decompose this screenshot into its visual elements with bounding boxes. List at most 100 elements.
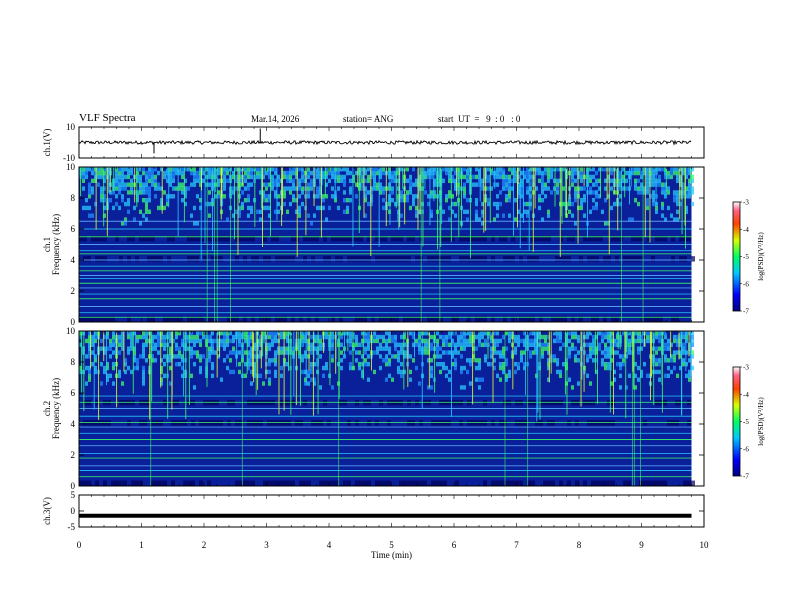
dark-band-cell [275, 235, 279, 242]
noise-cell [463, 209, 466, 214]
noise-cell [634, 373, 637, 378]
noise-cell [142, 182, 145, 187]
noise-cell [142, 342, 145, 347]
noise-cell [85, 205, 88, 211]
noise-cell [157, 334, 160, 340]
noise-cell [337, 205, 340, 211]
noise-cell [691, 331, 694, 336]
noise-cell [385, 377, 388, 382]
noise-cell [679, 178, 682, 183]
noise-cell [502, 167, 505, 172]
y-tick-label: 8 [71, 357, 76, 367]
noise-cell [589, 331, 592, 336]
noise-cell [445, 338, 448, 344]
noise-cell [280, 331, 283, 336]
noise-cell [205, 369, 208, 375]
dark-band-cell [559, 256, 563, 262]
noise-cell [286, 338, 289, 344]
noise-cell [259, 342, 262, 347]
noise-cell [475, 358, 478, 363]
noise-cell [97, 167, 100, 172]
noise-cell [646, 186, 649, 191]
noise-cell [301, 334, 304, 340]
noise-cell [265, 354, 268, 359]
noise-cell [685, 350, 688, 355]
noise-cell [136, 334, 139, 340]
dark-band-cell [547, 235, 551, 242]
noise-cell [382, 190, 385, 195]
noise-cell [157, 350, 160, 355]
noise-cell [250, 350, 253, 355]
noise-cell [235, 209, 238, 214]
noise-cell [532, 338, 535, 344]
noise-cell [661, 205, 664, 211]
noise-cell [130, 170, 133, 176]
noise-cell [463, 331, 466, 336]
noise-cell [193, 182, 196, 187]
dark-band-cell [147, 235, 151, 242]
dark-band-cell [123, 480, 127, 486]
noise-cell [274, 354, 277, 359]
noise-cell [586, 373, 589, 378]
dark-band-cell [635, 256, 639, 262]
noise-cell [484, 342, 487, 347]
noise-cell [463, 385, 466, 390]
dark-band-cell [363, 316, 367, 322]
dark-band-cell [251, 235, 255, 242]
noise-cell [451, 167, 454, 172]
noise-cell [154, 186, 157, 191]
noise-cell [427, 194, 430, 199]
noise-cell [220, 331, 223, 336]
noise-cell [589, 354, 592, 359]
noise-cell [457, 338, 460, 344]
dark-band-cell [159, 256, 163, 262]
noise-cell [154, 182, 157, 187]
noise-cell [475, 201, 478, 207]
noise-cell [400, 369, 403, 375]
noise-cell [148, 170, 151, 176]
dark-band-cell [267, 256, 271, 262]
dark-band-cell [679, 256, 683, 262]
noise-cell [346, 205, 349, 211]
dark-band-cell [531, 316, 535, 322]
noise-cell [625, 354, 628, 359]
colorbar-tick-label: -4 [743, 226, 749, 234]
dark-band-cell [571, 316, 575, 322]
noise-cell [643, 167, 646, 172]
noise-cell [430, 358, 433, 363]
noise-cell [202, 178, 205, 183]
noise-cell [289, 201, 292, 207]
noise-cell [130, 167, 133, 172]
dark-band-cell [227, 316, 231, 322]
noise-cell [661, 201, 664, 207]
noise-cell [205, 167, 208, 172]
noise-cell [223, 338, 226, 344]
noise-cell [592, 190, 595, 195]
noise-cell [439, 354, 442, 359]
noise-cell [103, 350, 106, 355]
dark-band-cell [427, 316, 431, 322]
dark-band-cell [483, 480, 487, 486]
noise-cell [295, 198, 298, 203]
noise-cell [478, 167, 481, 172]
noise-cell [643, 186, 646, 191]
noise-cell [100, 194, 103, 199]
noise-cell [664, 182, 667, 187]
noise-cell [652, 182, 655, 187]
dark-band-cell [359, 316, 363, 322]
noise-cell [307, 342, 310, 347]
noise-cell [550, 170, 553, 176]
noise-cell [691, 350, 694, 355]
noise-cell [352, 346, 355, 351]
noise-cell [94, 178, 97, 183]
noise-cell [676, 350, 679, 355]
noise-cell [370, 190, 373, 195]
noise-cell [121, 198, 124, 203]
noise-cell [430, 194, 433, 199]
noise-cell [670, 213, 673, 218]
dark-band-cell [291, 480, 295, 486]
noise-cell [169, 167, 172, 172]
noise-cell [499, 377, 502, 382]
noise-cell [316, 350, 319, 355]
noise-cell [199, 369, 202, 375]
